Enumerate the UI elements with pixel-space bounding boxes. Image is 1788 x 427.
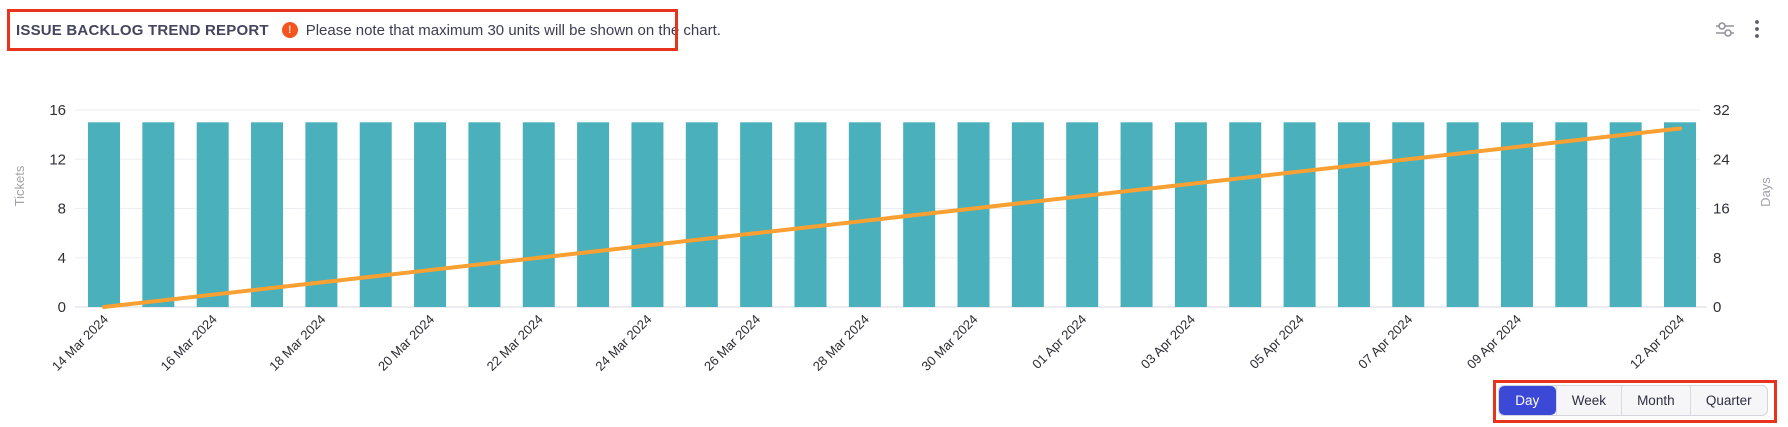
- svg-text:07 Apr 2024: 07 Apr 2024: [1355, 312, 1415, 372]
- svg-text:30 Mar 2024: 30 Mar 2024: [918, 312, 980, 374]
- svg-text:26 Mar 2024: 26 Mar 2024: [701, 312, 763, 374]
- kebab-menu-icon[interactable]: [1754, 18, 1760, 40]
- max-units-note: Please note that maximum 30 units will b…: [305, 21, 721, 39]
- bar-27 Mar 2024: [794, 122, 827, 307]
- interval-quarter-button[interactable]: Quarter: [1689, 386, 1767, 415]
- bar-28 Mar 2024: [848, 122, 881, 307]
- svg-text:8: 8: [58, 201, 66, 218]
- svg-text:16: 16: [1713, 201, 1730, 218]
- svg-text:14 Mar 2024: 14 Mar 2024: [49, 312, 111, 374]
- interval-day-button[interactable]: Day: [1499, 386, 1556, 415]
- chart-toolbar: [1714, 18, 1760, 40]
- svg-text:09 Apr 2024: 09 Apr 2024: [1464, 312, 1524, 372]
- bar-05 Apr 2024: [1283, 122, 1316, 307]
- left-axis-name: Tickets: [12, 165, 27, 206]
- bar-12 Apr 2024: [1664, 122, 1696, 307]
- interval-week-button[interactable]: Week: [1555, 386, 1622, 415]
- svg-text:03 Apr 2024: 03 Apr 2024: [1138, 312, 1198, 372]
- svg-text:16: 16: [49, 102, 66, 119]
- svg-text:22 Mar 2024: 22 Mar 2024: [484, 312, 546, 374]
- page-title: ISSUE BACKLOG TREND REPORT: [16, 21, 269, 39]
- svg-text:8: 8: [1713, 250, 1721, 267]
- bar-15 Mar 2024: [142, 122, 175, 307]
- right-axis-ticks: 0 8 16 24 32: [1713, 102, 1730, 316]
- svg-text:0: 0: [1713, 299, 1721, 316]
- bar-22 Mar 2024: [522, 122, 555, 307]
- bar-02 Apr 2024: [1120, 122, 1153, 307]
- bar-07 Apr 2024: [1392, 122, 1425, 307]
- bar-06 Apr 2024: [1337, 122, 1370, 307]
- svg-text:12: 12: [49, 151, 66, 168]
- warning-icon: !: [281, 22, 298, 38]
- tickets-bars: [88, 122, 1696, 307]
- interval-switcher: Day Week Month Quarter: [1498, 385, 1768, 416]
- bar-26 Mar 2024: [740, 122, 773, 307]
- svg-text:32: 32: [1713, 102, 1730, 119]
- right-axis-name: Days: [1758, 177, 1773, 207]
- bar-16 Mar 2024: [196, 122, 229, 307]
- bar-24 Mar 2024: [631, 122, 664, 307]
- left-axis-ticks: 0 4 8 12 16: [49, 102, 66, 316]
- bar-31 Mar 2024: [1011, 122, 1044, 307]
- bar-01 Apr 2024: [1066, 122, 1099, 307]
- svg-text:20 Mar 2024: 20 Mar 2024: [375, 312, 437, 374]
- interval-month-button[interactable]: Month: [1621, 386, 1689, 415]
- bar-04 Apr 2024: [1229, 122, 1262, 307]
- svg-text:18 Mar 2024: 18 Mar 2024: [266, 312, 328, 374]
- bar-30 Mar 2024: [957, 122, 990, 307]
- bar-21 Mar 2024: [468, 122, 501, 307]
- bar-11 Apr 2024: [1609, 122, 1642, 307]
- bar-14 Mar 2024: [88, 122, 120, 307]
- svg-text:05 Apr 2024: 05 Apr 2024: [1247, 312, 1307, 372]
- svg-text:24 Mar 2024: 24 Mar 2024: [592, 312, 654, 374]
- svg-text:01 Apr 2024: 01 Apr 2024: [1029, 312, 1089, 372]
- days-trend-line: [102, 126, 1682, 309]
- bar-20 Mar 2024: [414, 122, 447, 307]
- svg-text:16 Mar 2024: 16 Mar 2024: [158, 312, 220, 374]
- bar-10 Apr 2024: [1555, 122, 1588, 307]
- svg-text:24: 24: [1713, 151, 1730, 168]
- bar-09 Apr 2024: [1500, 122, 1533, 307]
- svg-text:4: 4: [58, 250, 66, 267]
- bar-17 Mar 2024: [251, 122, 284, 307]
- svg-text:28 Mar 2024: 28 Mar 2024: [810, 312, 872, 374]
- gridlines: [75, 109, 1707, 308]
- bar-23 Mar 2024: [577, 122, 610, 307]
- bar-03 Apr 2024: [1174, 122, 1207, 307]
- bar-18 Mar 2024: [305, 122, 338, 307]
- x-axis-labels: 14 Mar 2024 16 Mar 2024 18 Mar 2024 20 Mar …: [49, 312, 1687, 374]
- svg-text:0: 0: [58, 299, 66, 316]
- sliders-filter-icon[interactable]: [1714, 18, 1736, 40]
- svg-text:12 Apr 2024: 12 Apr 2024: [1627, 312, 1687, 372]
- bar-25 Mar 2024: [685, 122, 718, 307]
- report-header: ISSUE BACKLOG TREND REPORT ! Please note…: [16, 9, 721, 51]
